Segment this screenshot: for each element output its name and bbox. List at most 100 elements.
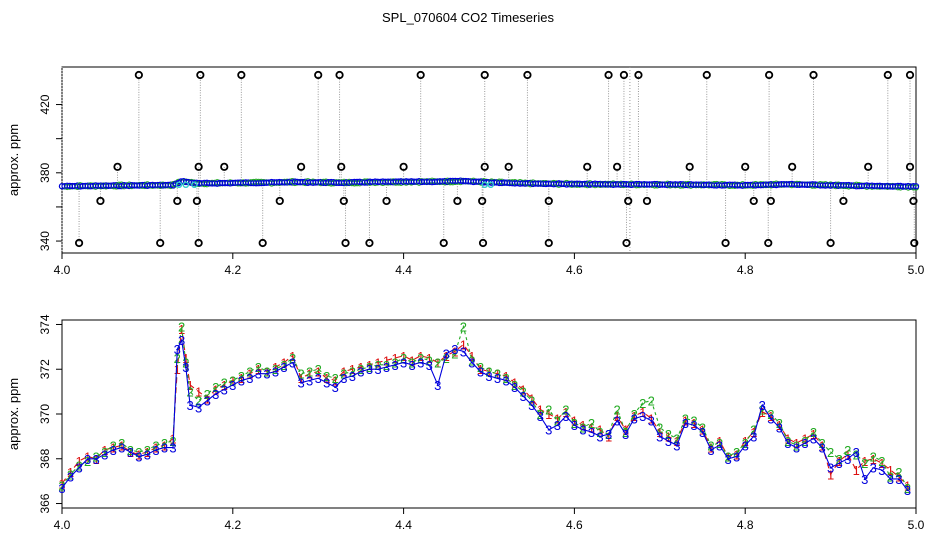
bottom-series-point-2: 2: [229, 373, 236, 388]
bottom-series-point-2: 2: [904, 481, 911, 496]
bottom-series-point-1: 1: [221, 378, 228, 393]
bottom-series-point-1: 1: [272, 360, 279, 375]
top-outlier-marker: [339, 196, 348, 206]
bottom-series-point-2: 2: [887, 470, 894, 485]
bottom-series-point-2: 2: [289, 351, 296, 366]
top-outlier-marker: [634, 70, 643, 80]
top-outlier-marker: [721, 238, 730, 248]
bottom-series-point-1: 1: [417, 349, 424, 364]
bottom-series-point-2: 2: [836, 452, 843, 467]
bottom-series-point-3: 3: [67, 470, 74, 485]
bottom-series-point-1: 1: [596, 423, 603, 438]
bottom-series-point-1: 1: [690, 416, 697, 431]
bottom-series-point-2: 2: [255, 360, 262, 375]
bottom-series-point-1: 1: [84, 450, 91, 465]
bottom-series-point-3: 3: [451, 342, 458, 357]
bottom-series-point-2: 2: [537, 407, 544, 422]
bottom-series-point-3: 3: [443, 347, 450, 362]
bottom-series-point-2: 2: [204, 387, 211, 402]
bottom-series-point-1: 1: [460, 338, 467, 353]
bottom-series-point-2: 2: [400, 351, 407, 366]
bottom-series-point-1: 1: [298, 371, 305, 386]
top-outlier-marker: [337, 162, 346, 171]
bottom-series-point-1: 1: [110, 441, 117, 456]
bottom-series-point-1: 1: [793, 436, 800, 451]
top-outlier-marker: [826, 238, 835, 248]
bottom-series-point-3: 3: [212, 387, 219, 402]
bottom-series-point-3: 3: [895, 472, 902, 487]
bottom-series-point-3: 3: [511, 380, 518, 395]
bottom-series-point-1: 1: [468, 349, 475, 364]
bottom-series-point-2: 2: [733, 445, 740, 460]
bottom-series-point-1: 1: [742, 434, 749, 449]
bottom-series-point-2: 2: [502, 371, 509, 386]
bottom-series-point-3: 3: [588, 425, 595, 440]
top-outlier-marker: [194, 238, 203, 248]
bottom-series-point-2: 2: [135, 445, 142, 460]
bottom-series-point-2: 2: [759, 403, 766, 418]
bottom-series-point-2: 2: [818, 436, 825, 451]
bottom-series-point-2: 2: [58, 479, 65, 494]
bottom-series-line-3: [61, 338, 908, 491]
bottom-series-point-3: 3: [477, 364, 484, 379]
bottom-series-point-2: 2: [349, 364, 356, 379]
top-outlier-marker: [416, 70, 425, 80]
bottom-y-tick-label: 370: [38, 404, 52, 424]
bottom-series-point-1: 1: [229, 373, 236, 388]
bottom-y-tick-label: 366: [38, 493, 52, 513]
top-outlier-marker: [134, 70, 143, 80]
top-x-tick-label: 4.8: [737, 263, 754, 277]
top-outlier-marker: [74, 238, 84, 248]
bottom-series-point-1: 1: [836, 454, 843, 469]
bottom-series-point-3: 3: [101, 447, 108, 462]
bottom-series-point-3: 3: [204, 394, 211, 409]
bottom-series-point-2: 2: [434, 356, 441, 371]
bottom-series-point-3: 3: [733, 450, 740, 465]
bottom-series-point-1: 1: [571, 414, 578, 429]
bottom-series-point-2: 2: [528, 394, 535, 409]
bottom-series-point-2: 2: [75, 458, 82, 473]
bottom-series-point-2: 2: [84, 454, 91, 469]
bottom-series-point-1: 1: [767, 409, 774, 424]
bottom-y-tick-label: 374: [38, 314, 52, 334]
bottom-series-point-2: 2: [280, 358, 287, 373]
bottom-series-point-1: 1: [528, 391, 535, 406]
bottom-series-point-2: 2: [409, 356, 416, 371]
bottom-series-point-3: 3: [174, 342, 181, 357]
bottom-series-point-3: 3: [904, 483, 911, 498]
bottom-series-point-3: 3: [750, 429, 757, 444]
bottom-series-point-2: 2: [776, 416, 783, 431]
top-outlier-marker: [192, 196, 202, 206]
bottom-series-point-3: 3: [400, 356, 407, 371]
top-outlier-marker: [619, 70, 629, 80]
bottom-series-point-1: 1: [801, 432, 808, 447]
bottom-series-point-1: 1: [332, 373, 339, 388]
bottom-series-point-1: 1: [707, 441, 714, 456]
top-outlier-marker: [399, 162, 408, 171]
top-outlier-marker: [905, 70, 915, 80]
bottom-series-point-2: 2: [656, 420, 663, 435]
bottom-series-point-1: 1: [853, 463, 860, 478]
bottom-series-point-3: 3: [648, 414, 655, 429]
bottom-series-point-1: 1: [152, 441, 159, 456]
bottom-series-point-3: 3: [485, 369, 492, 384]
bottom-series-point-3: 3: [289, 356, 296, 371]
top-x-tick-label: 4.0: [54, 263, 71, 277]
bottom-series-point-3: 3: [699, 425, 706, 440]
top-outlier-marker: [839, 196, 848, 206]
bottom-y-axis-label: approx. ppm: [6, 378, 21, 450]
bottom-series-point-1: 1: [502, 369, 509, 384]
bottom-series-point-2: 2: [673, 432, 680, 447]
bottom-series-point-1: 1: [759, 405, 766, 420]
top-outlier-marker: [480, 162, 489, 171]
bottom-x-tick-label: 4.6: [566, 518, 583, 532]
top-outlier-marker: [544, 238, 553, 248]
bottom-series-point-2: 2: [161, 436, 168, 451]
top-x-tick-label: 4.2: [224, 263, 241, 277]
figure-title: SPL_070604 CO2 Timeseries: [382, 10, 554, 25]
bottom-series-point-2: 2: [588, 416, 595, 431]
bottom-series-point-2: 2: [690, 414, 697, 429]
bottom-series-point-1: 1: [391, 351, 398, 366]
bottom-series-point-3: 3: [639, 409, 646, 424]
